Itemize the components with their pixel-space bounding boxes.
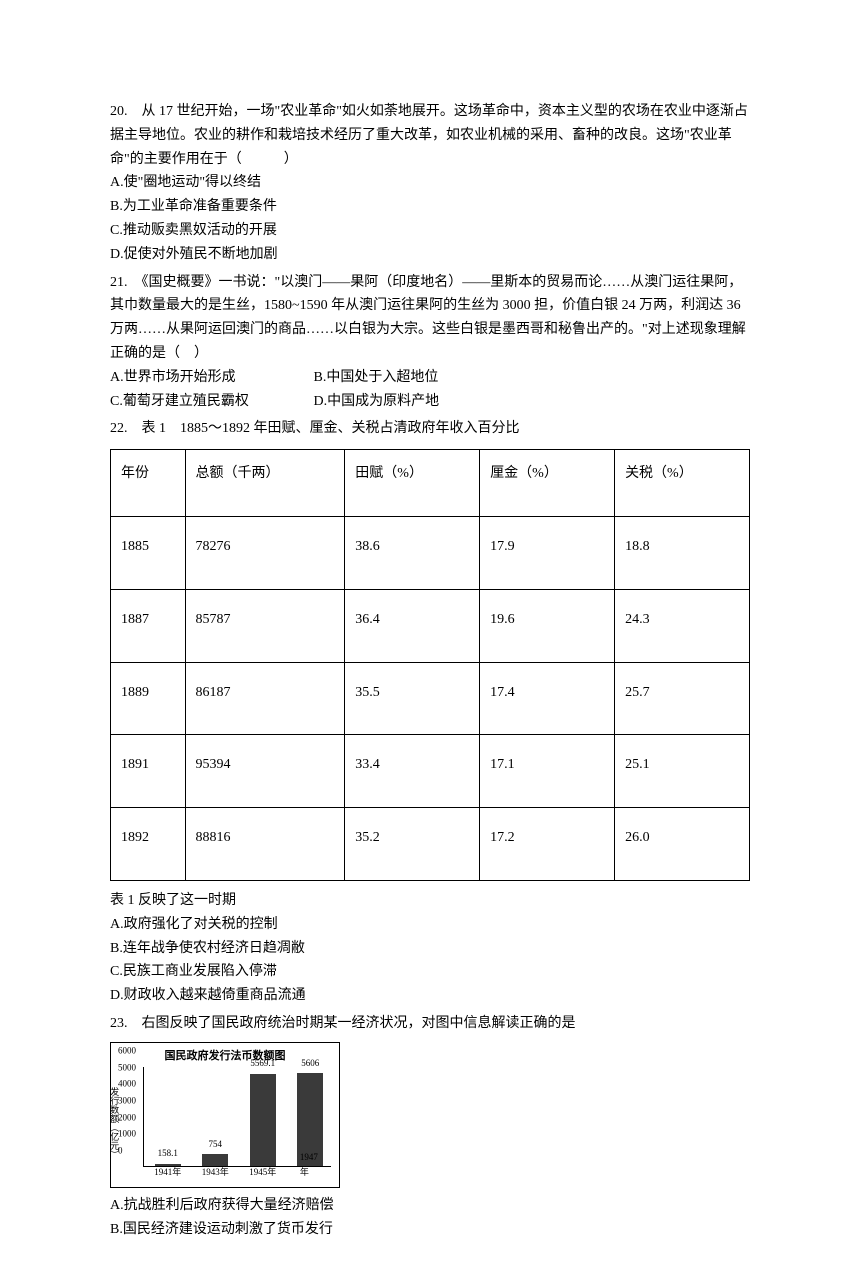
question-20-text: 20. 从 17 世纪开始，一场"农业革命"如火如荼地展开。这场革命中，资本主义… xyxy=(110,104,748,167)
table-cell: 35.5 xyxy=(345,662,480,735)
table-header-row: 年份 总额（千两） 田赋（%） 厘金（%） 关税（%） xyxy=(111,450,750,517)
chart-ytick: 5000 xyxy=(118,1060,136,1075)
revenue-table: 年份 总额（千两） 田赋（%） 厘金（%） 关税（%） 18857827638.… xyxy=(110,449,750,881)
question-21: 21. 《国史概要》一书说："以澳门——果阿（印度地名）——里斯本的贸易而论……… xyxy=(110,271,750,414)
q22-option-c: C.民族工商业发展陷入停滞 xyxy=(110,960,750,984)
chart-x-label: 1945年 xyxy=(249,1165,276,1180)
table-cell: 1891 xyxy=(111,735,186,808)
table-cell: 18.8 xyxy=(615,516,750,589)
question-22-text: 22. 表 1 1885～1892 年田赋、厘金、关税占清政府年收入百分比 xyxy=(110,421,520,436)
q23-option-b: B.国民经济建设运动刺激了货币发行 xyxy=(110,1218,750,1242)
col-total: 总额（千两） xyxy=(185,450,345,517)
q23-option-a: A.抗战胜利后政府获得大量经济赔偿 xyxy=(110,1194,750,1218)
table-cell: 17.9 xyxy=(480,516,615,589)
chart-ytick: 6000 xyxy=(118,1043,136,1058)
q21-option-b: B.中国处于入超地位 xyxy=(314,366,439,390)
chart-ytick: 4000 xyxy=(118,1077,136,1092)
q22-option-a: A.政府强化了对关税的控制 xyxy=(110,913,750,937)
question-21-text: 21. 《国史概要》一书说："以澳门——果阿（印度地名）——里斯本的贸易而论……… xyxy=(110,275,746,361)
question-23-text: 23. 右图反映了国民政府统治时期某一经济状况，对图中信息解读正确的是 xyxy=(110,1016,576,1031)
col-year: 年份 xyxy=(111,450,186,517)
table-cell: 24.3 xyxy=(615,589,750,662)
table-row: 18928881635.217.226.0 xyxy=(111,808,750,881)
table-cell: 38.6 xyxy=(345,516,480,589)
table-cell: 1885 xyxy=(111,516,186,589)
table-cell: 95394 xyxy=(185,735,345,808)
table-cell: 33.4 xyxy=(345,735,480,808)
table-row: 18898618735.517.425.7 xyxy=(111,662,750,735)
table-row: 18857827638.617.918.8 xyxy=(111,516,750,589)
chart-ytick: 2000 xyxy=(118,1110,136,1125)
col-lijin: 厘金（%） xyxy=(480,450,615,517)
table-cell: 19.6 xyxy=(480,589,615,662)
chart-x-label: 1941年 xyxy=(154,1165,181,1180)
q21-option-c: C.葡萄牙建立殖民霸权 xyxy=(110,390,310,414)
q22-after-table: 表 1 反映了这一时期 xyxy=(110,889,750,913)
q22-option-d: D.财政收入越来越倚重商品流通 xyxy=(110,984,750,1008)
q20-option-c: C.推动贩卖黑奴活动的开展 xyxy=(110,219,750,243)
q20-option-d: D.促使对外殖民不断地加剧 xyxy=(110,243,750,267)
chart-ytick: 0 xyxy=(118,1143,123,1158)
table-cell: 1889 xyxy=(111,662,186,735)
currency-chart: 国民政府发行法币数额图 发行数额（亿元） 0100020003000400050… xyxy=(110,1042,340,1189)
chart-bar xyxy=(250,1074,276,1167)
chart-ytick: 1000 xyxy=(118,1127,136,1142)
table-cell: 86187 xyxy=(185,662,345,735)
q20-option-a: A.使"圈地运动"得以终结 xyxy=(110,171,750,195)
q20-option-b: B.为工业革命准备重要条件 xyxy=(110,195,750,219)
question-20: 20. 从 17 世纪开始，一场"农业革命"如火如荼地展开。这场革命中，资本主义… xyxy=(110,100,750,267)
table-cell: 35.2 xyxy=(345,808,480,881)
question-22: 22. 表 1 1885～1892 年田赋、厘金、关税占清政府年收入百分比 年份… xyxy=(110,417,750,1008)
table-cell: 25.1 xyxy=(615,735,750,808)
chart-bar-label: 5569.1 xyxy=(250,1056,275,1071)
table-cell: 88816 xyxy=(185,808,345,881)
chart-bar-label: 754 xyxy=(209,1137,223,1152)
table-cell: 25.7 xyxy=(615,662,750,735)
table-cell: 26.0 xyxy=(615,808,750,881)
q21-option-a: A.世界市场开始形成 xyxy=(110,366,310,390)
col-tianfu: 田赋（%） xyxy=(345,450,480,517)
table-cell: 17.2 xyxy=(480,808,615,881)
chart-bar-label: 158.1 xyxy=(158,1146,178,1161)
q22-option-b: B.连年战争使农村经济日趋凋敝 xyxy=(110,937,750,961)
chart-bar-label: 5606 xyxy=(301,1056,319,1071)
chart-x-label: 1943年 xyxy=(202,1165,229,1180)
table-cell: 78276 xyxy=(185,516,345,589)
col-guanshui: 关税（%） xyxy=(615,450,750,517)
table-row: 18919539433.417.125.1 xyxy=(111,735,750,808)
table-cell: 85787 xyxy=(185,589,345,662)
chart-x-label: 1947年 xyxy=(300,1150,321,1181)
chart-ytick: 3000 xyxy=(118,1093,136,1108)
q21-option-d: D.中国成为原料产地 xyxy=(314,390,440,414)
table-cell: 17.1 xyxy=(480,735,615,808)
question-23: 23. 右图反映了国民政府统治时期某一经济状况，对图中信息解读正确的是 国民政府… xyxy=(110,1012,750,1242)
table-cell: 1887 xyxy=(111,589,186,662)
table-row: 18878578736.419.624.3 xyxy=(111,589,750,662)
table-cell: 17.4 xyxy=(480,662,615,735)
table-cell: 1892 xyxy=(111,808,186,881)
table-cell: 36.4 xyxy=(345,589,480,662)
chart-area: 发行数额（亿元） 0100020003000400050006000158.11… xyxy=(143,1067,331,1167)
